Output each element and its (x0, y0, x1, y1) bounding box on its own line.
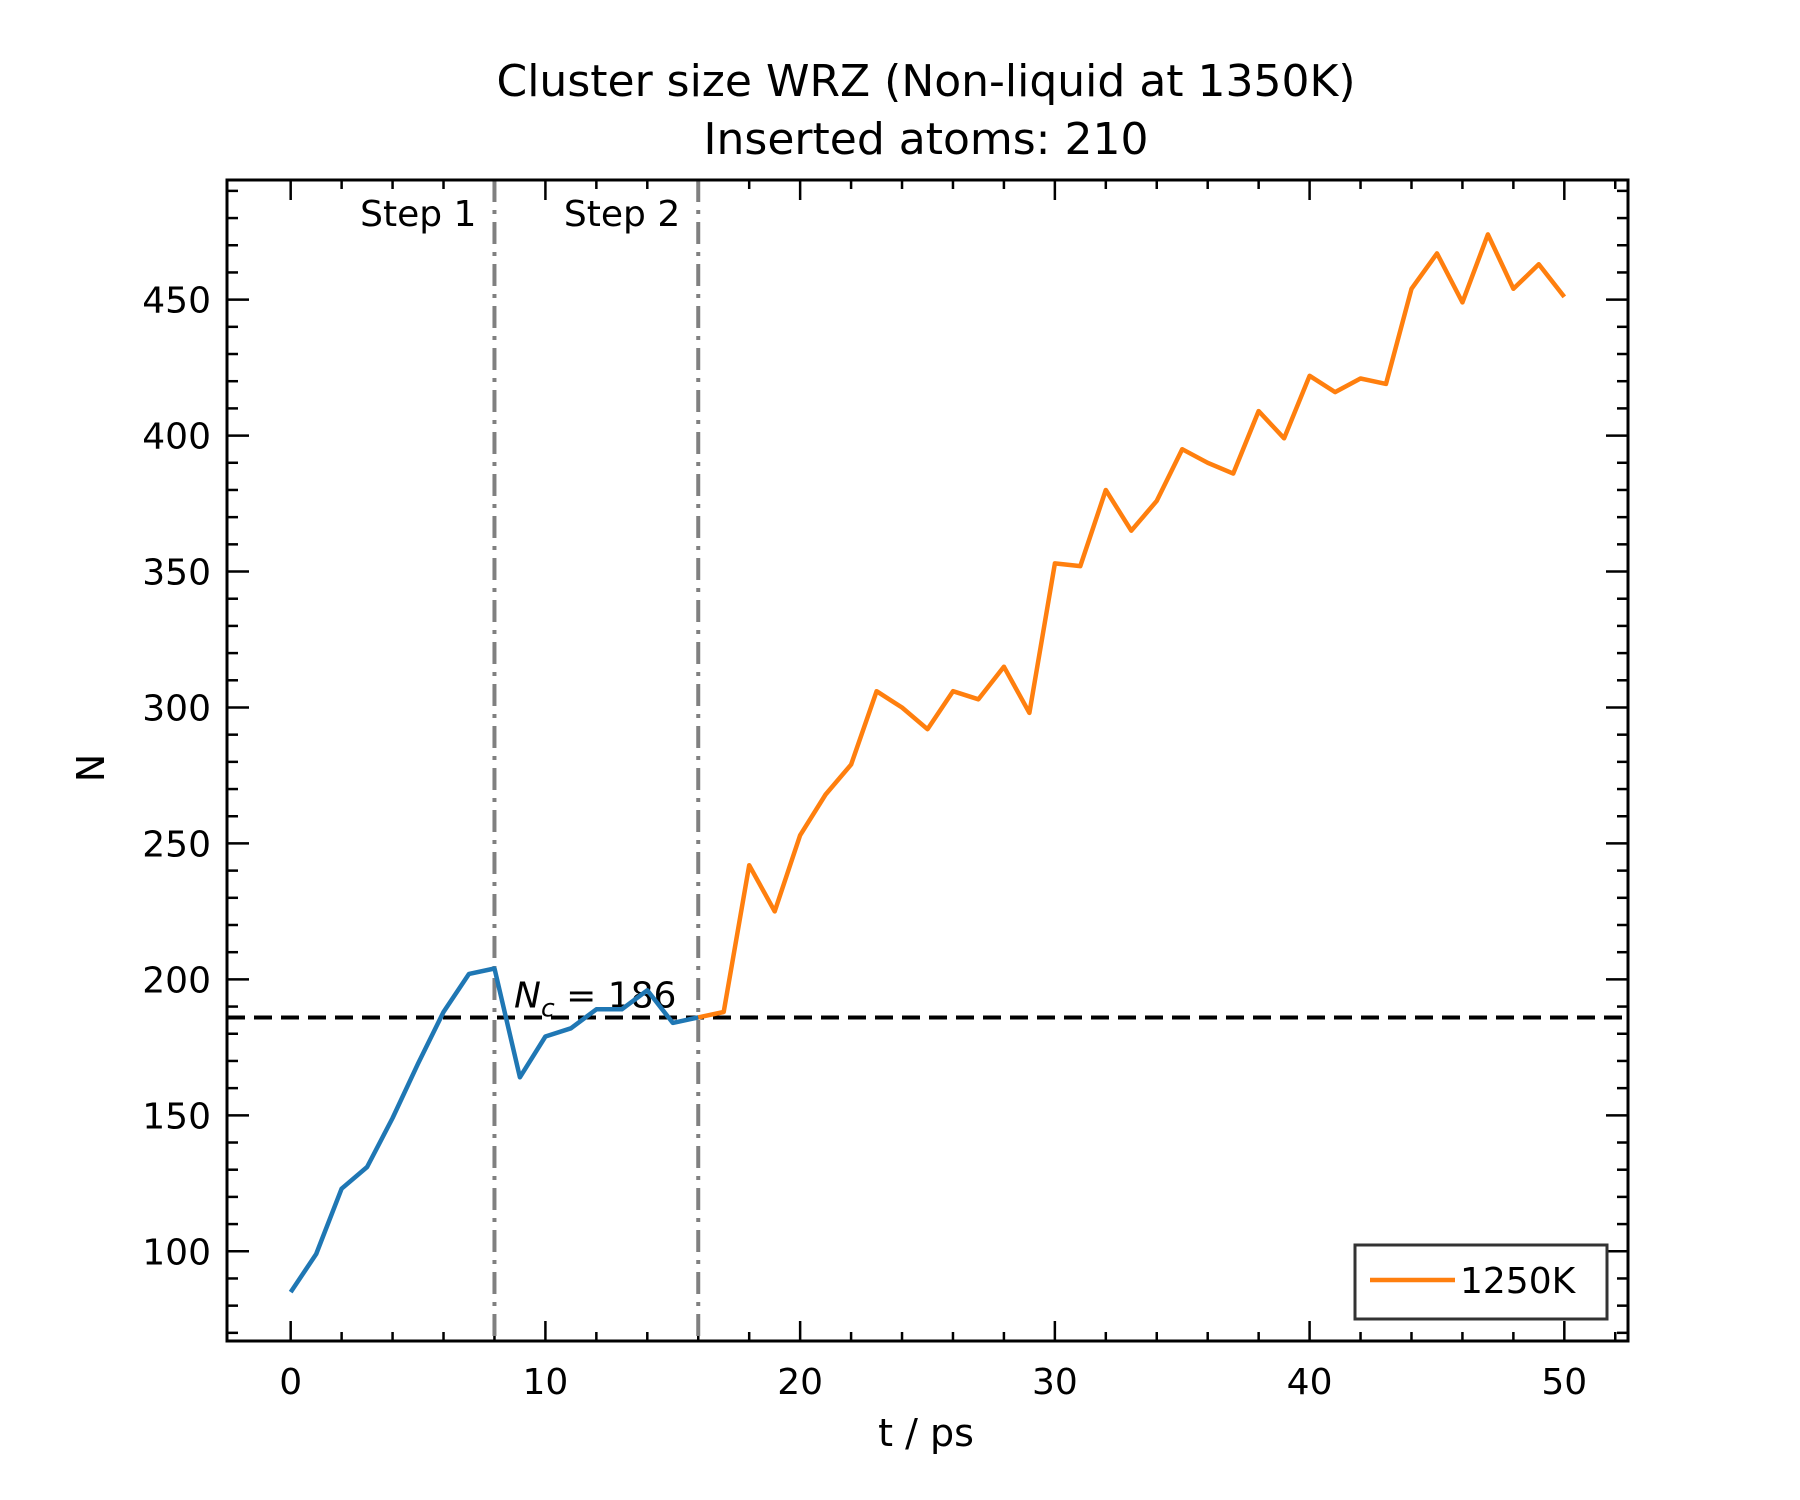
x-tick-label: 20 (777, 1362, 823, 1403)
x-tick-label: 30 (1032, 1362, 1078, 1403)
y-tick-label: 300 (142, 688, 211, 729)
plot-frame (225, 178, 1630, 1343)
chart-subtitle: Inserted atoms: 210 (704, 114, 1149, 165)
y-tick-label: 450 (142, 281, 211, 322)
plot-area: 0 10 20 30 40 50 100 150 200 250 300 350 400 450 Step … (142, 178, 1630, 1403)
series-line (288, 966, 699, 1294)
x-tick-label: 0 (279, 1362, 302, 1403)
x-axis-label: t / ps (878, 1411, 974, 1455)
x-tick-label: 10 (523, 1362, 569, 1403)
y-tick-label: 150 (142, 1096, 211, 1137)
step-label: Step 1 (360, 194, 476, 235)
y-tick-label: 400 (142, 417, 211, 458)
series-line (697, 232, 1567, 1020)
y-tick-label: 100 (142, 1232, 211, 1273)
chart-title: Cluster size WRZ (Non-liquid at 1350K) (496, 56, 1355, 107)
x-tick-label: 50 (1541, 1362, 1587, 1403)
legend: 1250K (1353, 1243, 1609, 1321)
y-tick-label: 250 (142, 824, 211, 865)
legend-label: 1250K (1460, 1261, 1577, 1302)
x-tick-label: 40 (1287, 1362, 1333, 1403)
step-label: Step 2 (564, 194, 680, 235)
y-axis-label: N (69, 754, 113, 782)
y-tick-label: 350 (142, 553, 211, 594)
y-tick-label: 200 (142, 960, 211, 1001)
